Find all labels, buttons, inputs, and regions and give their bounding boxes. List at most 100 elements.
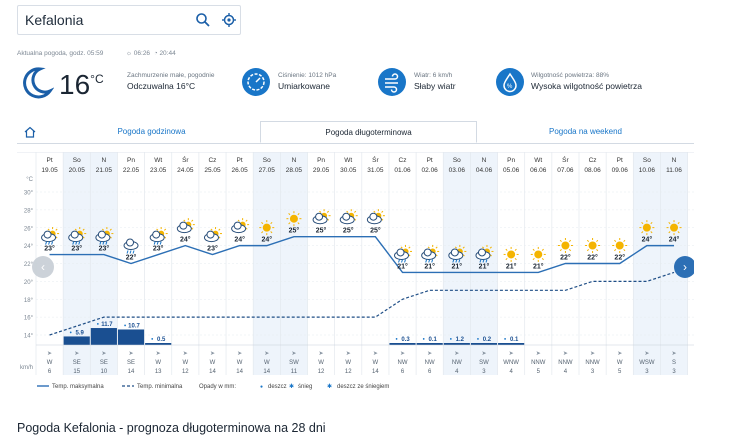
day-name: Wt — [534, 157, 542, 164]
y-tick-label: 26° — [24, 226, 34, 232]
rain-drop — [105, 241, 108, 245]
y-axis-unit: °C — [26, 177, 33, 183]
chevron-left-icon: ‹ — [41, 260, 45, 274]
sun-ray — [668, 231, 671, 234]
feels-like: Odczuwalna 16°C — [127, 81, 196, 91]
wind-arrow-icon: ➤ — [129, 351, 134, 357]
sun-ray — [297, 222, 300, 225]
wind-direction: NNW — [531, 360, 546, 366]
day-name: N — [672, 157, 677, 164]
legend-min-label: Temp. minimalna — [137, 384, 183, 390]
day-name: Śr — [372, 155, 379, 164]
sun-ray — [532, 257, 535, 261]
locate-icon[interactable] — [221, 12, 237, 28]
day-date: 28.05 — [286, 167, 303, 174]
rain-drop — [458, 259, 461, 263]
cloud-sun-rain-icon — [68, 227, 87, 245]
location-search[interactable]: Kefalonia — [17, 5, 241, 35]
wind-direction: SW — [479, 360, 489, 366]
max-temp-label: 21° — [424, 262, 435, 270]
day-date: 20.05 — [69, 167, 86, 174]
day-date: 23.05 — [150, 167, 167, 174]
y-tick-label: 24° — [24, 244, 34, 250]
precip-label: 1.2 — [456, 337, 465, 343]
day-name: So — [643, 157, 651, 164]
max-temp-label: 25° — [316, 227, 327, 235]
tab-weekend[interactable]: Pogoda na weekend — [549, 127, 622, 136]
wind-arrow-icon: ➤ — [101, 351, 106, 357]
wind-direction: W — [155, 360, 161, 366]
wind-arrow-icon: ➤ — [509, 351, 514, 357]
rain-drop — [156, 241, 159, 245]
rain-drop — [45, 241, 48, 245]
day-date: 08.06 — [584, 167, 601, 174]
wind-speed: 14 — [209, 369, 216, 375]
sun-ray — [541, 248, 544, 251]
rain-drop — [132, 250, 135, 254]
sun-ray — [677, 231, 680, 234]
wind-speed: 10 — [101, 369, 108, 375]
tab-hourly[interactable]: Pogoda godzinowa — [117, 127, 186, 136]
day-date: 01.06 — [394, 167, 411, 174]
sun-ray — [381, 210, 384, 213]
wind-speed: 5 — [537, 369, 541, 375]
chevron-right-icon: › — [683, 260, 687, 274]
tab-longterm[interactable]: Pogoda długoterminowa — [260, 121, 477, 143]
sun-ray — [261, 231, 264, 234]
wind-speed: 4 — [564, 369, 568, 375]
cloud-sun-rain-icon — [41, 227, 60, 245]
max-temp-label: 22° — [126, 254, 137, 262]
raindrop-icon: ● — [151, 336, 154, 341]
wind-label: Wiatr: 6 km/h — [414, 72, 453, 79]
rain-drop — [425, 259, 428, 263]
wind-direction: NW — [452, 360, 462, 366]
y-tick-label: 22° — [24, 262, 34, 268]
home-tab[interactable] — [17, 121, 43, 143]
cloud-puff — [43, 230, 52, 239]
max-temp-label: 23° — [44, 245, 55, 253]
max-temp-label: 25° — [370, 227, 381, 235]
y-tick-label: 30° — [24, 191, 34, 197]
legend-rain-label: deszcz — [268, 384, 287, 390]
y-tick-label: 18° — [24, 298, 34, 304]
cloud-sun-rain-icon — [448, 244, 467, 263]
precip-bar — [416, 343, 443, 345]
day-date: 31.05 — [367, 167, 384, 174]
sun-ray — [568, 239, 572, 242]
day-date: 03.06 — [449, 167, 466, 174]
moon-icon — [18, 65, 55, 106]
search-input[interactable]: Kefalonia — [25, 12, 84, 28]
day-date: 19.05 — [41, 167, 58, 174]
wind-arrow-icon: ➤ — [590, 351, 595, 357]
day-date: 22.05 — [123, 167, 140, 174]
cloud-puff — [315, 212, 324, 221]
cloud-sun-icon — [312, 209, 331, 225]
precip-label: 10.7 — [128, 323, 140, 329]
max-temp-label: 24° — [180, 236, 191, 244]
wind-direction: S — [672, 360, 676, 366]
search-icon[interactable] — [195, 12, 211, 28]
day-date: 07.06 — [557, 167, 574, 174]
day-name: So — [73, 157, 81, 164]
wind-direction: W — [318, 360, 324, 366]
forecast-tabs: Pogoda godzinowa Pogoda długoterminowa P… — [17, 121, 694, 144]
wind-arrow-icon: ➤ — [346, 351, 351, 357]
legend-max-label: Temp. maksymalna — [52, 384, 104, 390]
sun-ray — [532, 248, 535, 251]
cloud-sun-icon — [203, 227, 222, 243]
wind-direction: SE — [100, 360, 108, 366]
sun-ray — [650, 221, 653, 225]
day-name: N — [102, 157, 107, 164]
min-temp-line — [49, 271, 675, 336]
day-name: Śr — [562, 155, 569, 164]
wind-speed: 3 — [591, 369, 595, 375]
wind-speed: 4 — [455, 369, 459, 375]
wind-arrow-icon: ➤ — [427, 351, 432, 357]
sun-ray — [270, 231, 273, 234]
day-name: Pt — [237, 157, 243, 164]
max-temp-label: 22° — [560, 254, 571, 262]
day-name: Cz — [208, 157, 216, 164]
wind-axis-unit: km/h — [20, 365, 33, 371]
rain-drop — [479, 259, 482, 263]
sun-ray — [109, 228, 112, 231]
